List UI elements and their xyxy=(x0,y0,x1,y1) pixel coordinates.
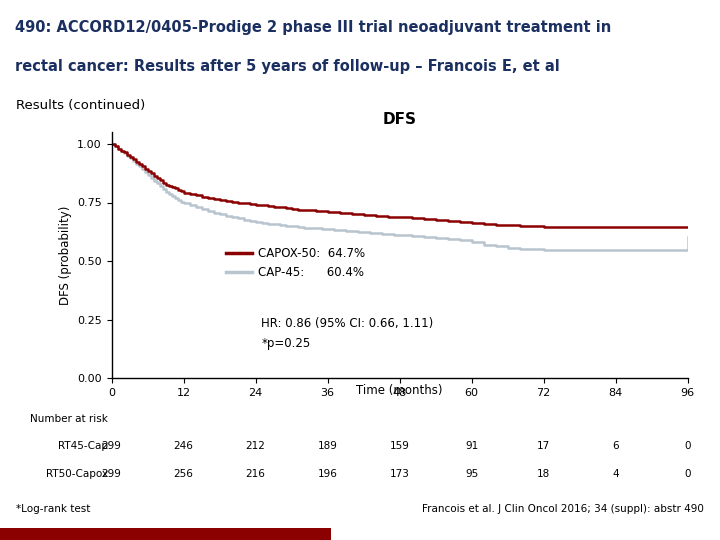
Text: 212: 212 xyxy=(246,441,266,451)
Text: Results (continued): Results (continued) xyxy=(16,99,145,112)
Text: Number at risk: Number at risk xyxy=(30,414,108,424)
Text: 91: 91 xyxy=(465,441,478,451)
Title: DFS: DFS xyxy=(382,112,417,127)
Text: 18: 18 xyxy=(537,469,550,479)
Y-axis label: DFS (probability): DFS (probability) xyxy=(58,205,71,305)
Text: RT50-Capox: RT50-Capox xyxy=(46,469,108,479)
Text: rectal cancer: Results after 5 years of follow-up – Francois E, et al: rectal cancer: Results after 5 years of … xyxy=(15,59,560,74)
Text: *p=0.25: *p=0.25 xyxy=(261,337,310,350)
Text: 246: 246 xyxy=(174,441,194,451)
Text: RT45-Cap: RT45-Cap xyxy=(58,441,108,451)
Text: 95: 95 xyxy=(465,469,478,479)
Text: 4: 4 xyxy=(612,469,619,479)
Text: 299: 299 xyxy=(102,469,122,479)
Text: 189: 189 xyxy=(318,441,338,451)
Text: 17: 17 xyxy=(537,441,550,451)
Text: 196: 196 xyxy=(318,469,338,479)
Text: Time (months): Time (months) xyxy=(356,383,443,397)
Text: 0: 0 xyxy=(684,441,691,451)
Text: 173: 173 xyxy=(390,469,410,479)
Text: 299: 299 xyxy=(102,441,122,451)
Text: 0: 0 xyxy=(684,469,691,479)
Text: *Log-rank test: *Log-rank test xyxy=(16,504,90,514)
Text: Francois et al. J Clin Oncol 2016; 34 (suppl): abstr 490: Francois et al. J Clin Oncol 2016; 34 (s… xyxy=(423,504,704,514)
Text: HR: 0.86 (95% CI: 0.66, 1.11): HR: 0.86 (95% CI: 0.66, 1.11) xyxy=(261,318,433,330)
Text: 159: 159 xyxy=(390,441,410,451)
Text: 256: 256 xyxy=(174,469,194,479)
Text: 216: 216 xyxy=(246,469,266,479)
Text: 490: ACCORD12/0405-Prodige 2 phase III trial neoadjuvant treatment in: 490: ACCORD12/0405-Prodige 2 phase III t… xyxy=(15,19,612,35)
FancyBboxPatch shape xyxy=(0,528,331,540)
Legend: CAPOX-50:  64.7%, CAP-45:      60.4%: CAPOX-50: 64.7%, CAP-45: 60.4% xyxy=(221,242,369,284)
Text: 6: 6 xyxy=(612,441,619,451)
